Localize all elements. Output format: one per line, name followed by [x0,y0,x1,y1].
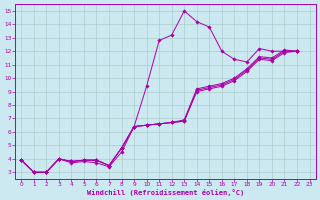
X-axis label: Windchill (Refroidissement éolien,°C): Windchill (Refroidissement éolien,°C) [87,189,244,196]
